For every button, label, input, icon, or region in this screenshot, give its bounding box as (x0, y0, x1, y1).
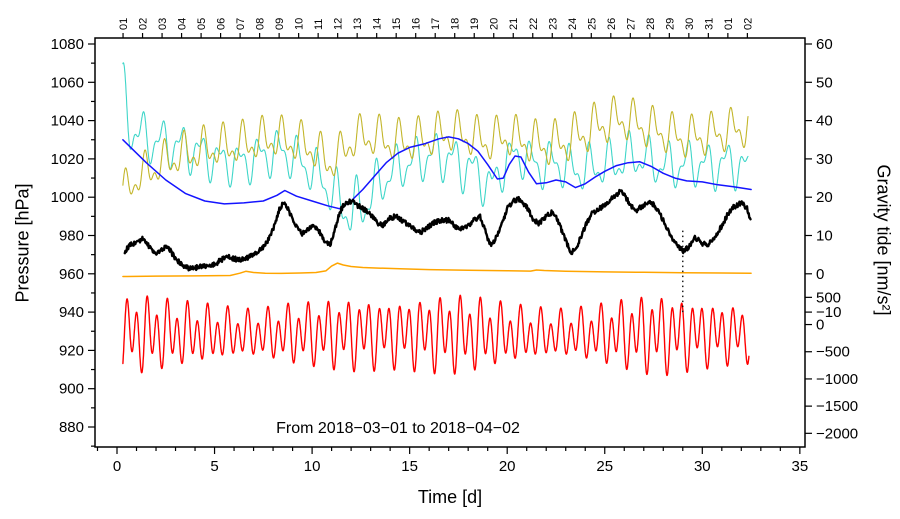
y-left-tick-label: 1020 (51, 151, 84, 168)
top-day-label: 01 (118, 18, 130, 30)
x-tick-label: 30 (694, 458, 711, 475)
top-day-label: 12 (333, 18, 345, 30)
y-left-tick-label: 1000 (51, 189, 84, 206)
top-day-label: 31 (703, 18, 715, 30)
right-lower-tick-label: −500 (816, 344, 850, 361)
top-day-label: 04 (177, 18, 189, 30)
y-left-tick-label: 940 (59, 304, 84, 321)
top-day-label: 30 (684, 18, 696, 30)
y-left-tick-label: 960 (59, 266, 84, 283)
top-day-label: 27 (625, 18, 637, 30)
x-tick-label: 25 (596, 458, 613, 475)
y-left-tick-label: 920 (59, 342, 84, 359)
top-day-label: 19 (469, 18, 481, 30)
series-pressure-observed-black (123, 188, 752, 272)
top-day-label: 14 (372, 18, 384, 30)
top-day-label: 24 (567, 18, 579, 30)
top-day-label: 02 (138, 18, 150, 30)
top-day-label: 20 (489, 18, 501, 30)
right-upper-tick-label: −10 (816, 304, 841, 321)
right-lower-tick-label: 500 (816, 289, 841, 306)
right-upper-tick-label: 20 (816, 189, 833, 206)
right-upper-tick-label: 50 (816, 74, 833, 91)
x-tick-label: 0 (113, 458, 121, 475)
top-day-label: 16 (411, 18, 423, 30)
top-day-label: 13 (352, 18, 364, 30)
top-day-label: 29 (664, 18, 676, 30)
right-upper-tick-label: 0 (816, 266, 824, 283)
right-axis-title: Gravity tide [nm/s²] (873, 164, 894, 316)
x-tick-label: 20 (499, 458, 516, 475)
y-left-tick-label: 880 (59, 419, 84, 436)
top-day-label: 17 (430, 18, 442, 30)
series-pressure-smoothed-blue (122, 136, 752, 210)
x-tick-label: 35 (792, 458, 809, 475)
top-day-label: 23 (547, 18, 559, 30)
top-day-label: 03 (157, 18, 169, 30)
y-left-tick-label: 1060 (51, 74, 84, 91)
series-pressure-station-cyan (122, 62, 749, 231)
top-day-label: 02 (742, 18, 754, 30)
right-lower-tick-label: −2000 (816, 425, 858, 442)
y-left-tick-label: 1080 (51, 36, 84, 53)
top-day-label: 15 (391, 18, 403, 30)
left-axis-title: Pressure [hPa] (12, 183, 33, 303)
right-lower-tick-label: −1000 (816, 371, 858, 388)
series-pressure-station-yellow (122, 95, 749, 195)
y-left-tick-label: 900 (59, 381, 84, 398)
x-tick-label: 5 (210, 458, 218, 475)
top-day-label: 25 (586, 18, 598, 30)
right-lower-tick-label: −1500 (816, 398, 858, 415)
x-tick-label: 15 (401, 458, 418, 475)
series-gravity-tide-red (122, 294, 750, 377)
y-left-tick-label: 1040 (51, 113, 84, 130)
right-upper-tick-label: 10 (816, 228, 833, 245)
right-lower-tick-label: 0 (816, 317, 824, 334)
y-left-tick-label: 980 (59, 228, 84, 245)
top-day-label: 18 (450, 18, 462, 30)
top-day-label: 22 (528, 18, 540, 30)
date-range-annotation: From 2018−03−01 to 2018−04−02 (276, 420, 520, 437)
plot-frame (94, 37, 806, 448)
top-day-label: 07 (235, 18, 247, 30)
top-day-label: 05 (196, 18, 208, 30)
top-day-label: 10 (294, 18, 306, 30)
right-upper-tick-label: 60 (816, 36, 833, 53)
x-tick-label: 10 (304, 458, 321, 475)
top-day-label: 11 (313, 19, 325, 30)
top-day-label: 09 (274, 18, 286, 30)
top-day-label: 28 (645, 18, 657, 30)
series-drift-orange (122, 262, 752, 278)
top-day-label: 26 (606, 18, 618, 30)
right-upper-tick-label: 30 (816, 151, 833, 168)
top-day-label: 21 (508, 18, 520, 30)
top-day-label: 01 (723, 18, 735, 30)
top-day-label: 06 (216, 18, 228, 30)
top-day-label: 08 (255, 18, 267, 30)
right-upper-tick-label: 40 (816, 113, 833, 130)
x-axis-title: Time [d] (417, 487, 483, 507)
